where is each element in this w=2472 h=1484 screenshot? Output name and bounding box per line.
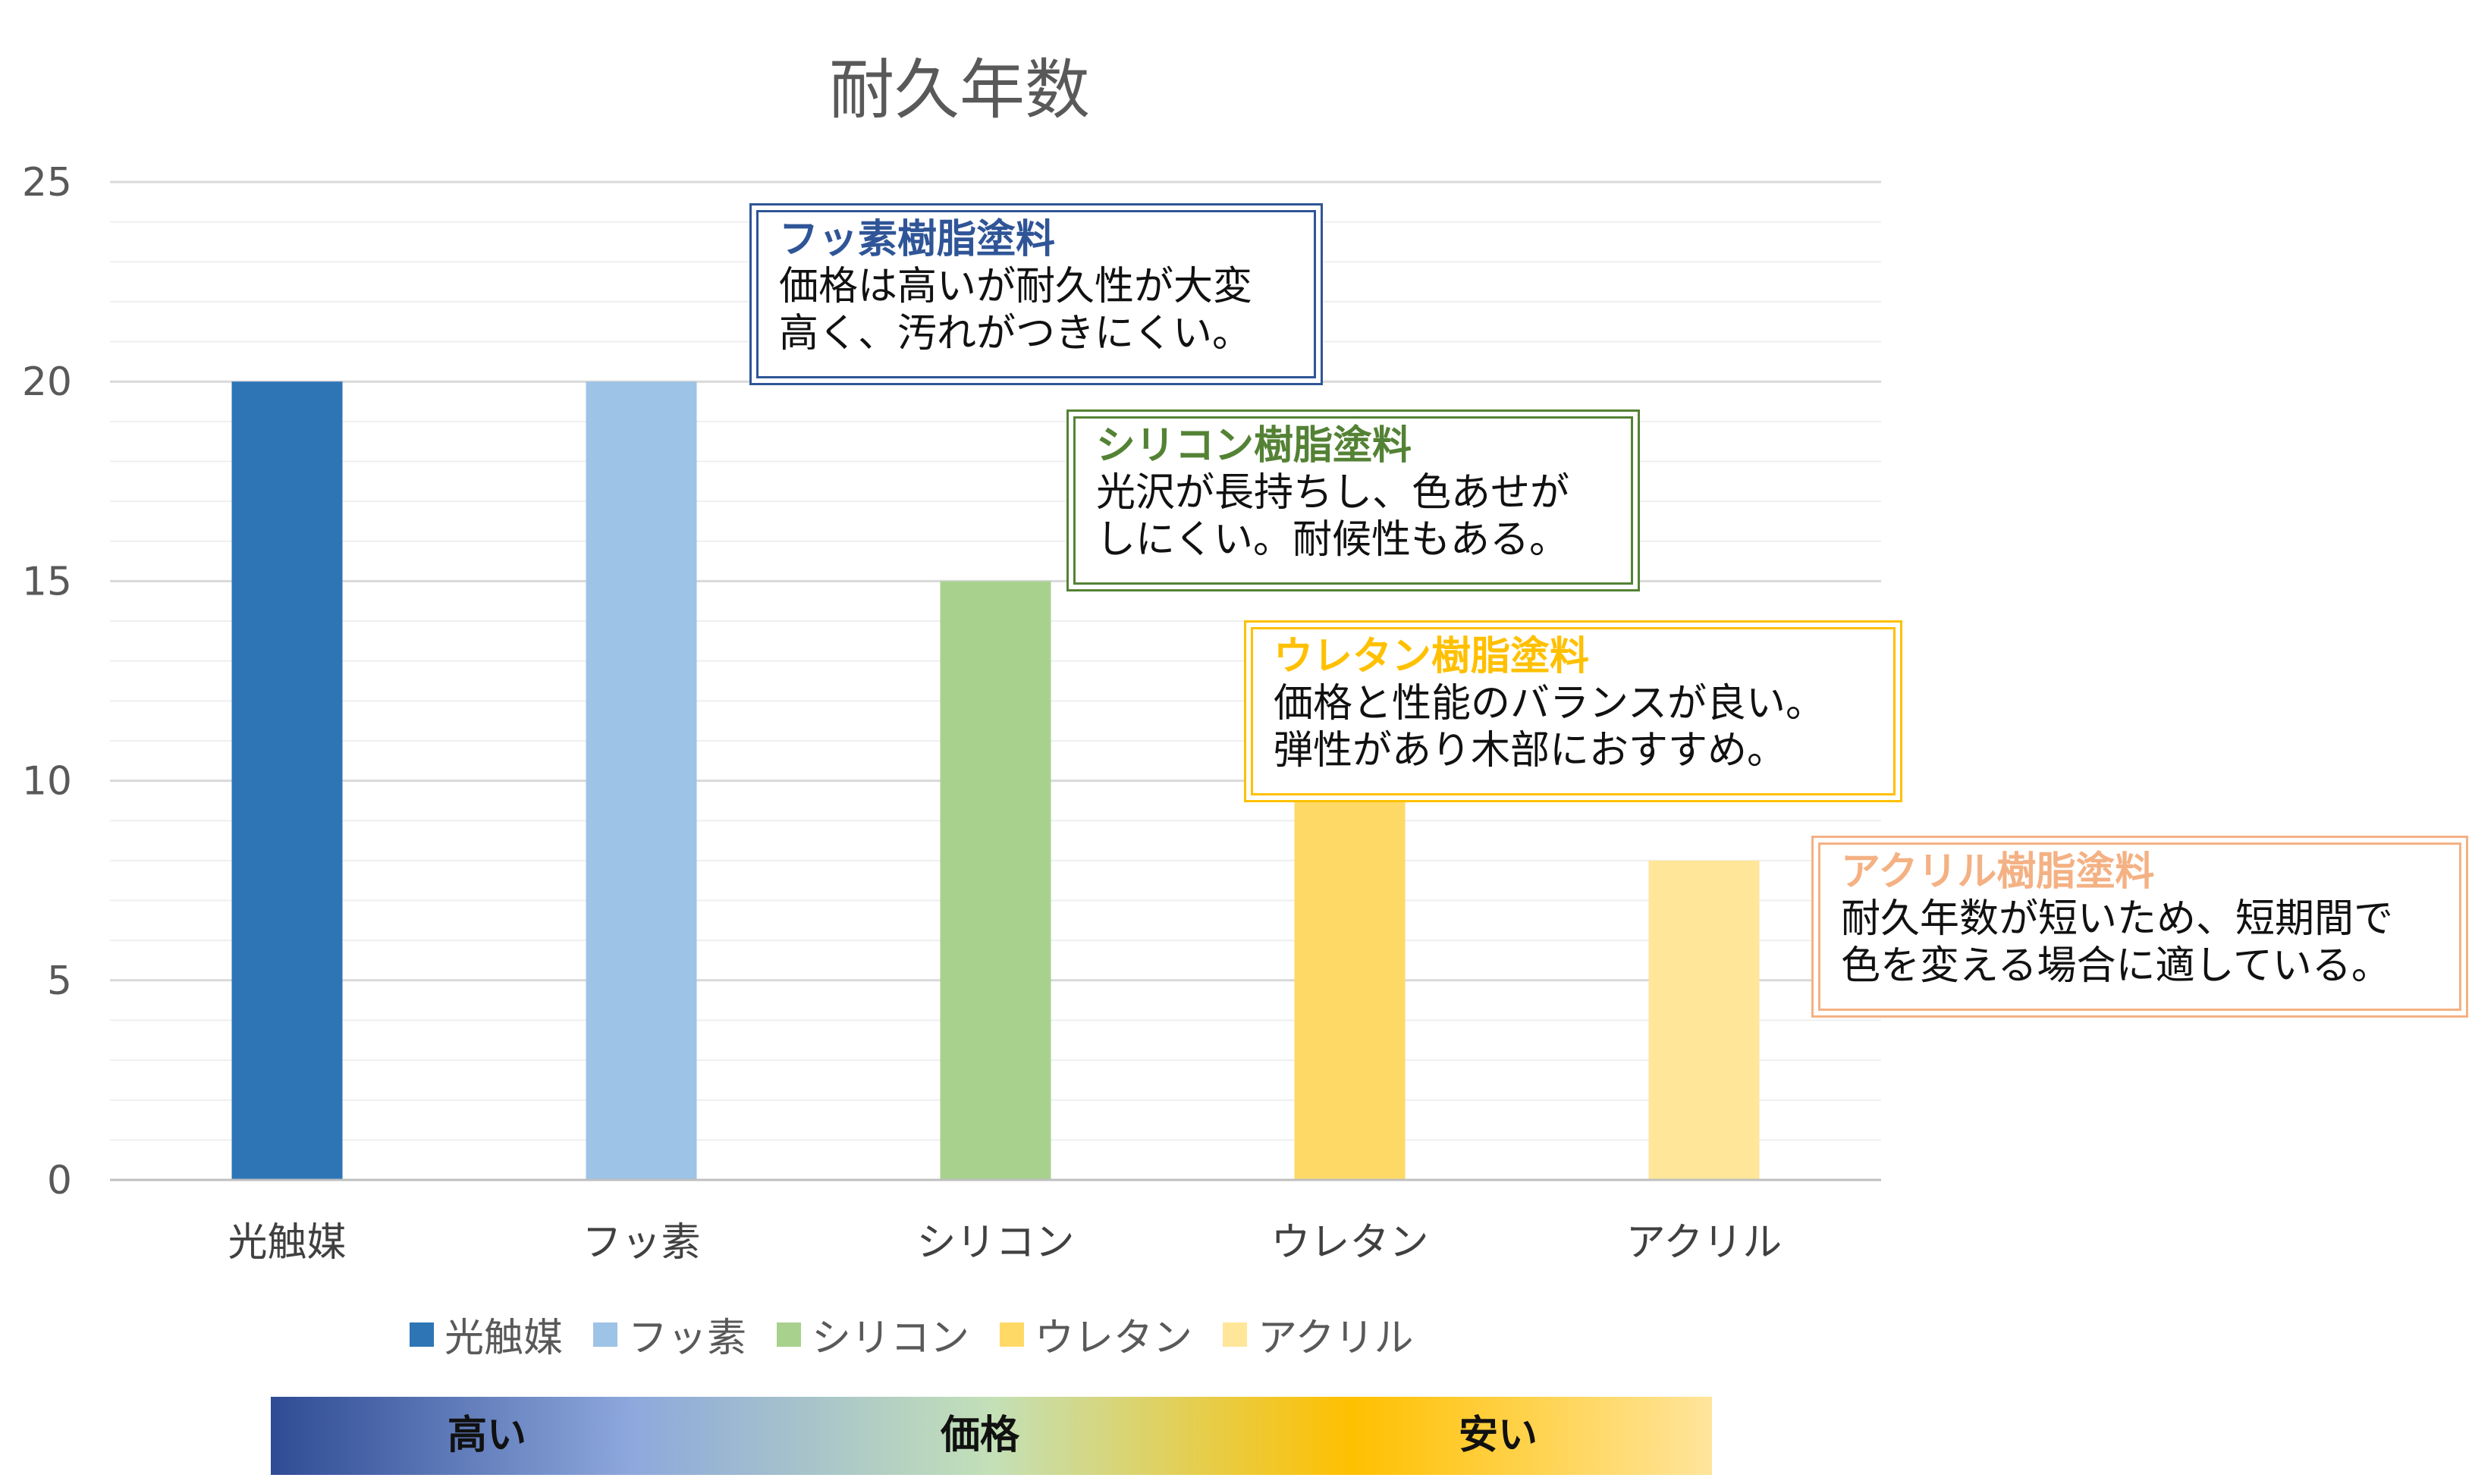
x-tick-label: 光触媒 [228,1220,346,1266]
callout-text: 価格は高いが耐久性が大変 高く、汚れがつきにくい。 [779,264,1253,356]
callout-title: フッ素樹脂塗料 [779,217,1056,262]
callout-fluorine: フッ素樹脂塗料 価格は高いが耐久性が大変 高く、汚れがつきにくい。 [749,203,1323,385]
bar [1294,780,1406,1180]
legend-swatch [410,1322,434,1347]
x-tick-label: フッ素 [582,1220,700,1266]
price-label: 価格 [940,1413,1020,1458]
price-high-label: 高い [447,1413,527,1458]
callout-title: アクリル樹脂塗料 [1841,849,2155,895]
legend-swatch [593,1322,618,1347]
legend-item: 光触媒 [410,1306,563,1363]
callout-acrylic: アクリル樹脂塗料 耐久年数が短いため、短期間で 色を変える場合に適している。 [1811,836,2468,1018]
chart-title: 耐久年数 [829,52,1090,128]
x-tick-label: シリコン [916,1220,1074,1266]
callout-urethane: ウレタン樹脂塗料 価格と性能のバランスが良い。 弾性があり木部におすすめ。 [1244,620,1902,802]
legend-item: アクリル [1223,1306,1413,1363]
legend-swatch [1000,1322,1025,1347]
y-tick-label: 5 [47,958,72,1004]
bar [586,381,697,1181]
legend-label: フッ素 [628,1316,747,1361]
bar [940,581,1051,1180]
callout-title: シリコン樹脂塗料 [1096,423,1412,469]
chart-legend: 光触媒 フッ素 シリコン ウレタン アクリル [410,1306,1413,1363]
legend-label: アクリル [1258,1316,1414,1361]
callout-silicone: シリコン樹脂塗料 光沢が長持ちし、色あせが しにくい。耐候性もある。 [1066,409,1640,591]
legend-label: シリコン [812,1316,970,1361]
legend-label: 光触媒 [444,1316,564,1361]
legend-item: フッ素 [593,1306,746,1363]
price-low-label: 安い [1458,1413,1538,1458]
y-tick-label: 0 [47,1158,72,1203]
bar [1648,860,1760,1180]
y-tick-label: 20 [22,359,72,405]
legend-swatch [1223,1322,1248,1347]
x-tick-label: アクリル [1626,1220,1782,1266]
callout-text: 光沢が長持ちし、色あせが しにくい。耐候性もある。 [1096,470,1570,563]
y-tick-label: 15 [22,559,72,604]
y-tick-label: 25 [22,160,72,206]
legend-swatch [777,1322,802,1347]
y-tick-label: 10 [22,759,72,805]
callout-text: 耐久年数が短いため、短期間で 色を変える場合に適している。 [1841,896,2394,989]
price-scale-bar: 高い 価格 安い [271,1397,1712,1475]
callout-title: ウレタン樹脂塗料 [1274,634,1590,679]
legend-label: ウレタン [1035,1316,1193,1361]
bar [231,381,343,1181]
x-tick-label: ウレタン [1271,1220,1428,1266]
legend-item: シリコン [777,1306,969,1363]
legend-item: ウレタン [1000,1306,1192,1363]
callout-text: 価格と性能のバランスが良い。 弾性があり木部におすすめ。 [1274,681,1825,773]
